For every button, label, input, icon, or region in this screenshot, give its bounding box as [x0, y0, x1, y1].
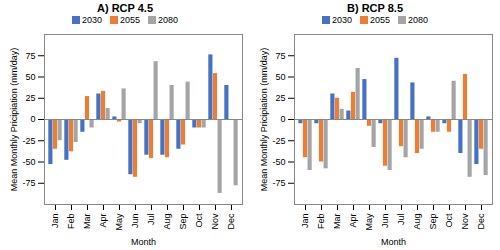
- svg-text:Dec: Dec: [226, 213, 236, 230]
- svg-text:50: 50: [25, 72, 35, 82]
- svg-text:May: May: [364, 213, 374, 231]
- svg-text:-50: -50: [22, 157, 35, 167]
- svg-text:Dec: Dec: [476, 213, 486, 230]
- svg-text:Oct: Oct: [194, 213, 204, 228]
- svg-text:Aug: Aug: [412, 214, 422, 230]
- svg-text:-50: -50: [272, 157, 285, 167]
- svg-text:50: 50: [275, 72, 285, 82]
- svg-text:Mean Monthly Pricipiation (mm/: Mean Monthly Pricipiation (mm/day): [9, 48, 19, 192]
- svg-text:25: 25: [25, 93, 35, 103]
- svg-text:-25: -25: [272, 136, 285, 146]
- svg-text:Aug: Aug: [162, 214, 172, 230]
- svg-text:Jul: Jul: [396, 214, 406, 226]
- svg-text:May: May: [114, 213, 124, 231]
- svg-text:-75: -75: [22, 178, 35, 188]
- svg-text:Nov: Nov: [460, 213, 470, 230]
- svg-text:75: 75: [275, 51, 285, 61]
- svg-text:Month: Month: [381, 237, 406, 247]
- html-text:2080: 2080: [408, 15, 428, 25]
- svg-text:Oct: Oct: [444, 213, 454, 228]
- html-text:2080: 2080: [158, 15, 178, 25]
- svg-text:Month: Month: [131, 237, 156, 247]
- svg-text:Sep: Sep: [428, 214, 438, 230]
- svg-text:25: 25: [275, 93, 285, 103]
- svg-text:Nov: Nov: [210, 213, 220, 230]
- svg-text:0: 0: [30, 114, 35, 124]
- svg-text:Apr: Apr: [98, 214, 108, 228]
- html-text:2055: 2055: [370, 15, 390, 25]
- html-text:2030: 2030: [332, 15, 352, 25]
- html-text:2030: 2030: [82, 15, 102, 25]
- svg-text:Mar: Mar: [82, 213, 92, 229]
- svg-text:Jan: Jan: [50, 214, 60, 229]
- svg-text:Jul: Jul: [146, 214, 156, 226]
- svg-text:Feb: Feb: [316, 214, 326, 230]
- svg-text:Mean Monthly Pricipiation (mm/: Mean Monthly Pricipiation (mm/day): [259, 48, 269, 192]
- svg-text:Feb: Feb: [66, 214, 76, 230]
- svg-text:Jun: Jun: [380, 214, 390, 229]
- svg-text:Jun: Jun: [130, 214, 140, 229]
- svg-text:0: 0: [280, 114, 285, 124]
- html-text:A) RCP 4.5: A) RCP 4.5: [97, 2, 153, 14]
- svg-text:Mar: Mar: [332, 213, 342, 229]
- html-text:B) RCP 8.5: B) RCP 8.5: [347, 2, 403, 14]
- html-text:2055: 2055: [120, 15, 140, 25]
- svg-text:Apr: Apr: [348, 214, 358, 228]
- svg-text:75: 75: [25, 51, 35, 61]
- svg-text:-75: -75: [272, 178, 285, 188]
- svg-text:-25: -25: [22, 136, 35, 146]
- svg-text:Sep: Sep: [178, 214, 188, 230]
- svg-text:Jan: Jan: [300, 214, 310, 229]
